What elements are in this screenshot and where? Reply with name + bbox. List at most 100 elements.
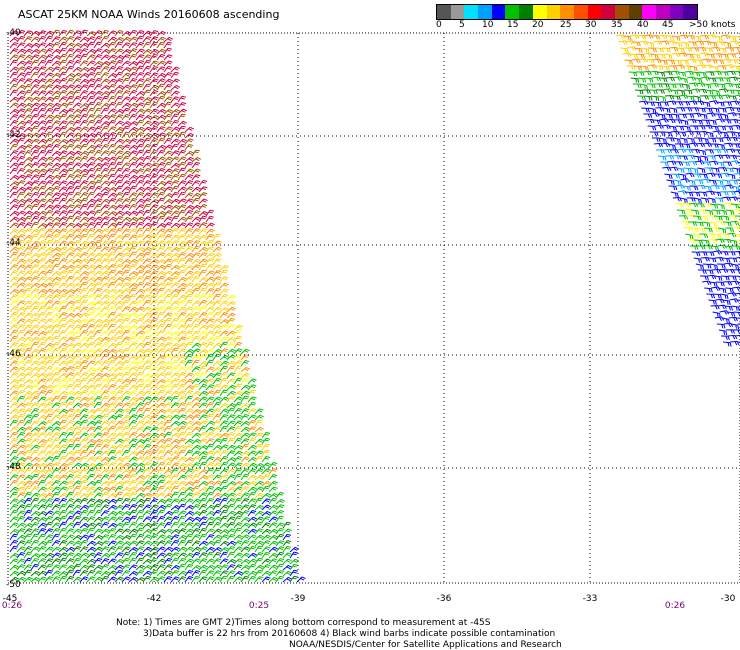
wind-barb — [107, 137, 116, 145]
wind-barb — [72, 222, 83, 229]
wind-barb — [731, 305, 740, 312]
wind-barb — [142, 173, 152, 181]
wind-barb — [114, 408, 124, 415]
wind-barb — [30, 341, 39, 349]
note-line: Note: 1) Times are GMT 2)Times along bot… — [116, 618, 491, 628]
wind-barb — [86, 287, 96, 295]
lon-label: -39 — [290, 594, 306, 604]
wind-barb — [128, 96, 138, 103]
wind-barb — [100, 300, 110, 307]
wind-barb — [100, 521, 110, 529]
wind-barb — [58, 431, 68, 439]
wind-barb — [156, 529, 167, 535]
wind-barb — [65, 348, 75, 355]
wind-barb — [114, 258, 124, 265]
wind-barb — [44, 450, 54, 457]
wind-barb — [212, 509, 222, 517]
wind-barb — [149, 245, 158, 253]
wind-barb — [219, 288, 229, 295]
wind-barb — [51, 180, 61, 187]
wind-barb — [16, 329, 25, 337]
wind-barb — [156, 540, 166, 547]
wind-barb — [233, 480, 244, 487]
wind-barb — [65, 143, 75, 151]
wind-barb — [282, 558, 292, 565]
wind-barb — [716, 161, 725, 167]
wind-barb — [700, 275, 709, 281]
lat-label: -46 — [6, 349, 21, 359]
wind-barb — [65, 359, 75, 367]
wind-barb — [226, 330, 236, 337]
wind-barb — [149, 426, 159, 433]
wind-barb — [37, 432, 47, 439]
wind-barb — [100, 90, 111, 97]
wind-barb — [9, 198, 19, 205]
wind-barb — [121, 329, 131, 337]
wind-barb — [93, 48, 103, 55]
wind-barb — [65, 438, 75, 445]
wind-barb — [121, 486, 132, 493]
wind-barb — [177, 497, 187, 505]
wind-barb — [163, 258, 173, 265]
wind-barb — [23, 71, 32, 79]
wind-barb — [114, 144, 124, 151]
wind-barb — [659, 59, 668, 65]
wind-barb — [149, 78, 159, 85]
wind-barb — [275, 563, 284, 571]
wind-barb — [156, 420, 167, 427]
wind-barb — [128, 402, 138, 409]
wind-barb — [58, 216, 68, 223]
wind-barb — [72, 89, 81, 97]
wind-barb — [30, 395, 40, 403]
wind-barb — [205, 497, 215, 505]
wind-barb — [58, 180, 68, 187]
wind-barb — [37, 546, 47, 553]
wind-barb — [177, 318, 187, 325]
wind-barb — [184, 192, 194, 199]
wind-barb — [142, 575, 152, 583]
wind-barb — [23, 372, 33, 379]
wind-barb — [128, 210, 138, 217]
wind-barb — [93, 390, 103, 397]
wind-barb — [730, 263, 739, 270]
wind-barb — [205, 570, 215, 577]
wind-barb — [51, 444, 61, 451]
wind-barb — [51, 491, 60, 499]
wind-barb — [93, 149, 103, 157]
wind-barb — [170, 108, 181, 115]
wind-barb — [247, 401, 257, 409]
wind-barb — [23, 108, 33, 115]
wind-barb — [121, 455, 131, 463]
wind-barb — [233, 425, 242, 433]
wind-barb — [65, 36, 75, 43]
wind-barb — [23, 132, 33, 139]
wind-barb — [198, 258, 208, 265]
wind-barb — [121, 102, 131, 109]
wind-barb — [51, 48, 61, 55]
wind-barb — [634, 47, 643, 53]
wind-barb — [198, 342, 208, 349]
wind-barb — [254, 557, 264, 565]
wind-barb — [198, 503, 208, 511]
wind-barb — [233, 552, 243, 559]
wind-barb — [233, 540, 243, 547]
wind-barb — [142, 534, 152, 541]
wind-barb — [86, 174, 96, 181]
wind-barb — [142, 227, 152, 235]
wind-barb — [58, 486, 68, 493]
wind-barb — [128, 419, 138, 427]
wind-barb — [709, 203, 719, 209]
wind-barb — [191, 180, 201, 187]
wind-barb — [16, 120, 26, 127]
wind-barb — [720, 113, 729, 120]
wind-barb — [170, 138, 180, 145]
wind-barb — [205, 504, 215, 511]
wind-barb — [135, 275, 145, 283]
wind-barb — [205, 215, 215, 223]
wind-barb — [23, 204, 33, 211]
wind-barb — [44, 156, 54, 163]
wind-barb — [142, 120, 152, 127]
wind-barb — [191, 204, 201, 211]
wind-barb — [107, 222, 117, 229]
wind-barb — [51, 426, 61, 433]
